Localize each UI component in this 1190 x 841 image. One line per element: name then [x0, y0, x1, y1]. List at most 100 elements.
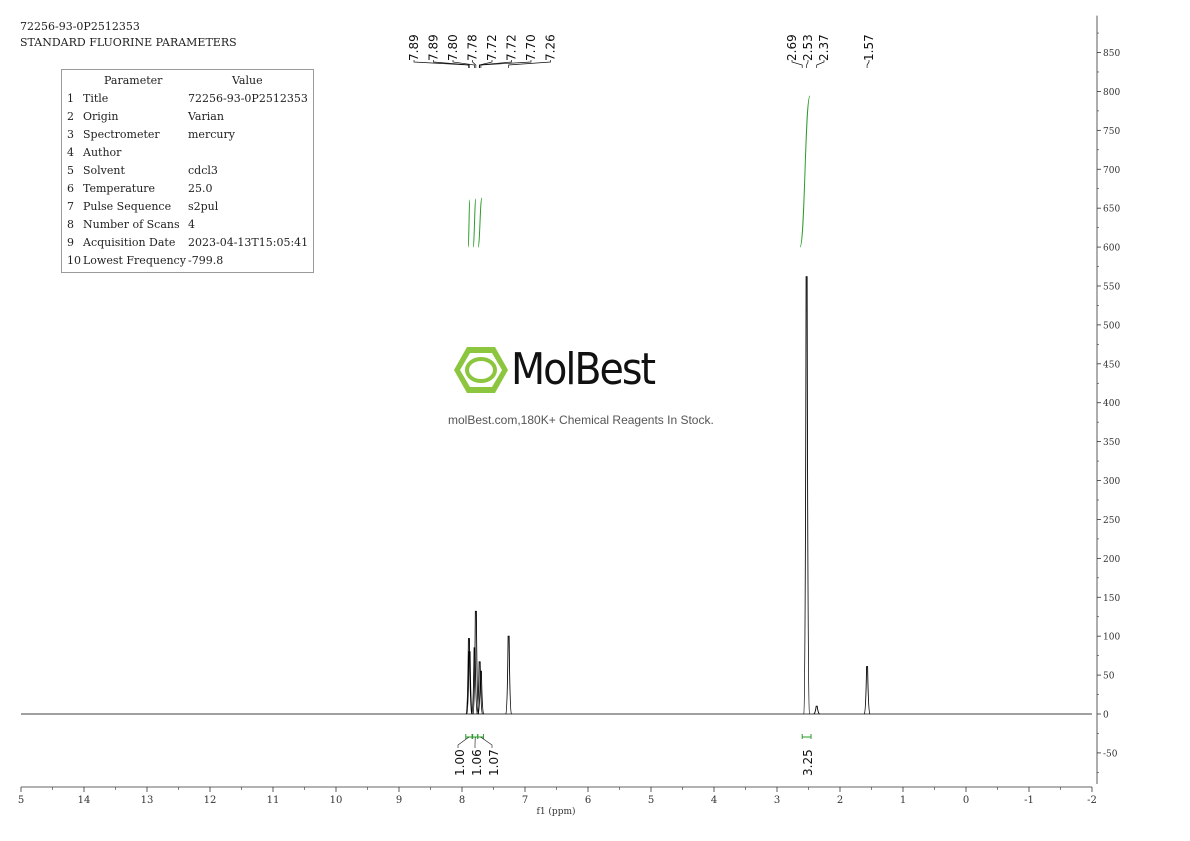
parameter-row: 1 Title 72256-93-0P2512353 [62, 92, 313, 110]
x-tick-label: 8 [459, 795, 465, 806]
peak-label-connector [791, 60, 803, 68]
x-tick-label: 14 [78, 795, 91, 806]
y-tick-label: 100 [1103, 633, 1120, 643]
row-index: 4 [67, 146, 74, 159]
row-index: 6 [67, 182, 74, 195]
x-tick-label: -2 [1087, 795, 1097, 806]
x-axis: 5 14 13 12 11 10 9 8 7 6 5 4 3 2 1 0 -1 -2 [18, 786, 1097, 806]
sample-id: 72256-93-0P2512353 [20, 20, 140, 33]
row-index: 8 [67, 218, 74, 231]
integral-curve [472, 198, 477, 248]
row-index: 5 [67, 164, 74, 177]
parameter-name: Title [83, 92, 109, 105]
parameter-value: s2pul [188, 200, 219, 213]
row-index: 9 [67, 236, 74, 249]
row-index: 2 [67, 110, 74, 123]
parameter-name: Lowest Frequency [83, 254, 186, 267]
spectrum-peak [476, 661, 483, 715]
y-tick-label: 550 [1103, 282, 1120, 292]
x-axis-title: f1 (ppm) [537, 806, 576, 817]
parameter-name: Spectrometer [83, 128, 160, 141]
y-tick-label: 250 [1103, 516, 1120, 526]
experiment-name: STANDARD FLUORINE PARAMETERS [20, 36, 237, 49]
integral-label: 3.25 [801, 749, 815, 776]
integral-curve [477, 197, 483, 248]
integral-curves [467, 95, 811, 248]
parameter-table-header: Parameter Value [62, 74, 313, 92]
peak-label-connector [480, 60, 532, 68]
parameter-row: 9 Acquisition Date 2023-04-13T15:05:41 [62, 236, 313, 254]
y-tick-label: 150 [1103, 594, 1120, 604]
peak-label-connector [508, 60, 551, 68]
y-tick-label: 700 [1103, 166, 1120, 176]
x-tick-label: 5 [648, 795, 654, 806]
parameter-row: 3 Spectrometer mercury [62, 128, 313, 146]
logo-tagline: molBest.com,180K+ Chemical Reagents In S… [448, 413, 714, 427]
logo-wordmark: MolBest [511, 344, 656, 395]
x-tick-label: 6 [585, 795, 591, 806]
peak-label: 7.89 [427, 34, 441, 61]
peak-label: 7.80 [446, 34, 460, 61]
parameter-row: 6 Temperature 25.0 [62, 182, 313, 200]
parameter-name: Solvent [83, 164, 125, 177]
molbest-logo: MolBest [453, 343, 713, 403]
integral-connector [480, 736, 493, 748]
y-tick-label: 350 [1103, 438, 1120, 448]
spectrum-peak [813, 705, 820, 715]
x-tick-label: 2 [837, 795, 843, 806]
spectrum-peak [803, 276, 810, 715]
integral-label: 1.06 [470, 749, 484, 776]
peak-label: 2.37 [817, 34, 831, 61]
row-index: 7 [67, 200, 74, 213]
y-tick-label: 650 [1103, 205, 1120, 215]
peak-label-connector [452, 60, 475, 68]
spectrum-peak [466, 651, 473, 715]
y-tick-label: 500 [1103, 321, 1120, 331]
y-tick-label: 0 [1103, 711, 1109, 721]
y-tick-label: 300 [1103, 477, 1120, 487]
peak-label: 7.26 [544, 34, 558, 61]
integral-labels: 1.00 1.06 1.07 3.25 [453, 734, 815, 776]
row-index: 3 [67, 128, 74, 141]
row-index: 10 [67, 254, 81, 267]
integral-curve [799, 95, 811, 248]
peak-label-connector [472, 60, 477, 68]
column-header-value: Value [232, 74, 263, 87]
x-tick-label: 1 [900, 795, 906, 806]
parameter-value: 72256-93-0P2512353 [188, 92, 308, 105]
column-header-parameter: Parameter [104, 74, 163, 87]
spectrum-peak [465, 638, 473, 715]
parameter-name: Acquisition Date [83, 236, 176, 249]
peak-labels: 7.89 7.89 7.80 7.78 7.72 7.72 7.70 7.26 2.69 2.53… [407, 34, 876, 68]
row-index: 1 [67, 92, 74, 105]
spectrum-layer [21, 276, 1092, 715]
y-tick-label: 600 [1103, 244, 1120, 254]
parameter-value: 25.0 [188, 182, 213, 195]
x-tick-label: 4 [711, 795, 717, 806]
parameter-name: Pulse Sequence [83, 200, 172, 213]
y-tick-label: 750 [1103, 127, 1120, 137]
parameter-value: 2023-04-13T15:05:41 [188, 236, 309, 249]
integral-label: 1.07 [487, 749, 501, 776]
peak-label: 2.53 [801, 34, 815, 61]
spectrum-peak [863, 666, 871, 715]
y-tick-label: -50 [1103, 749, 1118, 759]
parameter-name: Temperature [83, 182, 156, 195]
parameter-value: -799.8 [188, 254, 224, 267]
parameter-value: Varian [188, 110, 224, 123]
peak-label: 7.89 [407, 34, 421, 61]
y-tick-label: 400 [1103, 399, 1120, 409]
parameter-row: 5 Solvent cdcl3 [62, 164, 313, 182]
benzene-logo-icon [454, 347, 508, 393]
x-tick-label: 12 [204, 795, 217, 806]
x-tick-label: 0 [963, 795, 969, 806]
peak-label: 7.70 [524, 34, 538, 61]
y-tick-label: 450 [1103, 360, 1120, 370]
y-tick-label: 200 [1103, 555, 1120, 565]
x-tick-label: 3 [774, 795, 780, 806]
peak-label: 1.57 [862, 34, 876, 61]
parameter-row: 8 Number of Scans 4 [62, 218, 313, 236]
parameter-name: Origin [83, 110, 119, 123]
x-tick-label: 5 [18, 795, 24, 806]
